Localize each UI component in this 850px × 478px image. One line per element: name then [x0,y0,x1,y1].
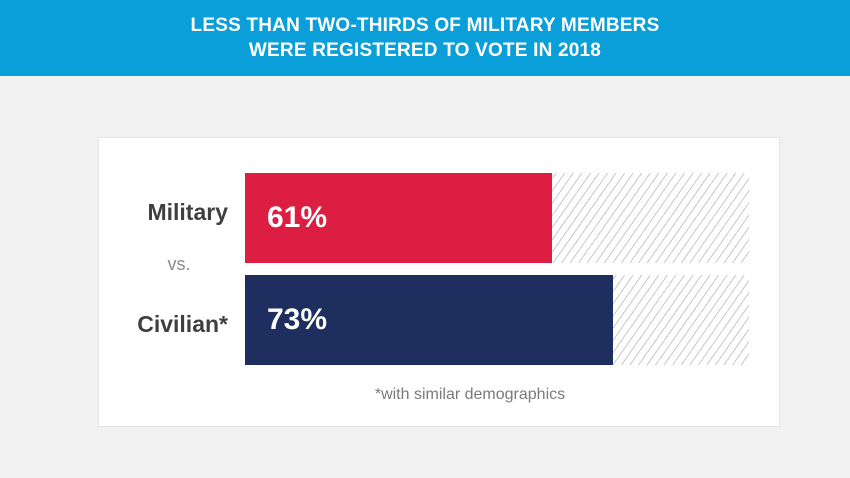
data-label-civilian: 73% [267,303,328,336]
bar-civilian [245,275,613,365]
footnote: *with similar demographics [374,386,566,403]
chart-title-banner: LESS THAN TWO-THIRDS OF MILITARY MEMBERS… [0,0,850,76]
bar-military [245,173,553,263]
category-label-military: Military [147,199,228,225]
data-label-military: 61% [267,201,328,234]
chart-title-line-1: LESS THAN TWO-THIRDS OF MILITARY MEMBERS [190,15,660,36]
category-label-civilian: Civilian* [137,311,228,337]
chart-title-line-2: WERE REGISTERED TO VOTE IN 2018 [248,40,602,61]
bar-track-civilian: 73% [245,275,749,365]
vs-label: vs. [167,254,191,274]
bar-track-military: 61% [245,173,749,263]
